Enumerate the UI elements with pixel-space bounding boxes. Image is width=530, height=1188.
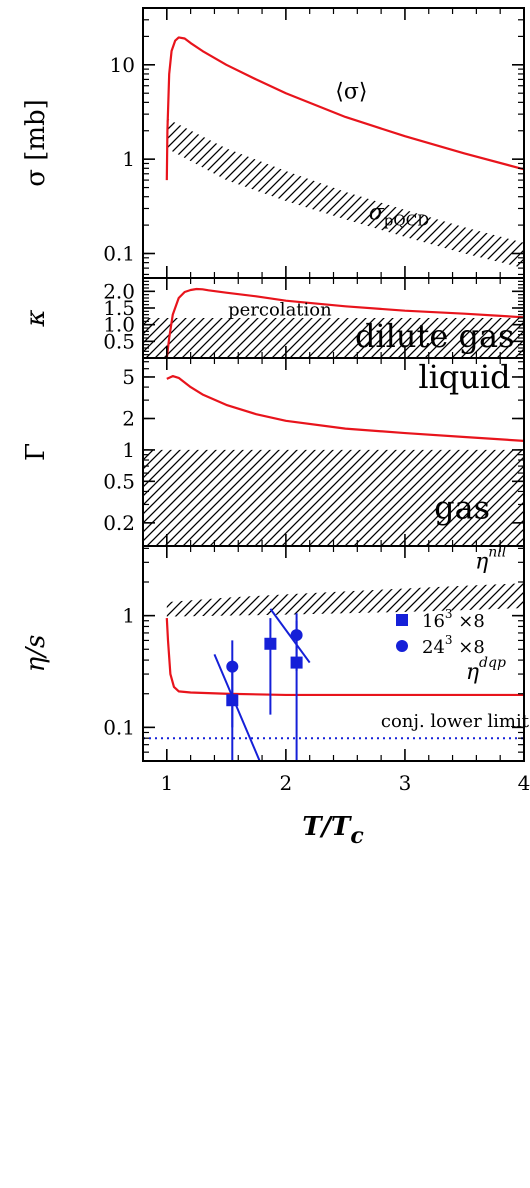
panel-eta_s-hatched-band — [166, 583, 524, 617]
y-tick-label: 1.0 — [103, 313, 135, 337]
y-tick-label: 2 — [122, 407, 135, 431]
panel-eta_s-ylabel: η/s — [21, 635, 51, 673]
panel-eta_s-curve — [165, 618, 524, 697]
y-tick-label: 0.5 — [103, 329, 135, 353]
panel-sigma-ylabel: σ [mb] — [21, 99, 51, 187]
data-point-circle-1 — [290, 629, 303, 642]
panel-kappa-content — [143, 287, 524, 358]
y-tick-label: 1.5 — [103, 296, 135, 320]
panel-gamma-hatched-band — [143, 449, 524, 546]
fit-line-1 — [269, 608, 311, 664]
annotation-sigma-0: ⟨σ⟩ — [335, 79, 367, 104]
annotation-gamma-1: gas — [434, 489, 490, 527]
y-tick-label: 1 — [122, 147, 135, 171]
panel-eta_s-content — [143, 583, 524, 761]
x-tick-label: 2 — [280, 771, 293, 795]
y-tick-label: 0.2 — [103, 511, 135, 535]
data-point-circle-0 — [226, 660, 239, 673]
panel-gamma-ylabel: Γ — [21, 443, 51, 461]
annotation-sigma-1: σpQCD — [369, 200, 429, 229]
annotation-eta_s-0: ηnll — [475, 544, 506, 574]
y-tick-label: 5 — [122, 365, 135, 389]
y-tick-label: 1 — [122, 438, 135, 462]
x-axis-title: T/Tc — [302, 812, 364, 849]
legend-label-0: 163 ×8 — [422, 607, 485, 632]
panel-gamma-curve — [166, 374, 524, 442]
annotation-eta_s-2: conj. lower limit — [381, 711, 530, 732]
y-tick-label: 1 — [122, 604, 135, 628]
y-tick-label: 0.1 — [103, 242, 135, 266]
y-tick-label: 0.5 — [103, 469, 135, 493]
x-tick-label: 1 — [160, 771, 173, 795]
panel-gamma-content — [143, 374, 524, 546]
fit-line-0 — [213, 653, 261, 761]
x-tick-label: 4 — [518, 771, 530, 795]
annotation-gamma-0: liquid — [418, 358, 510, 396]
panel-kappa-ylabel: κ — [21, 309, 51, 327]
legend-marker-circle — [396, 640, 408, 652]
annotation-kappa-1: dilute gas — [355, 317, 515, 355]
legend-marker-square — [396, 614, 408, 626]
annotation-eta_s-1: ηdqp — [466, 655, 506, 685]
panel-sigma-curve — [165, 36, 524, 181]
annotation-kappa-0: percolation — [228, 299, 332, 320]
y-tick-label: 2.0 — [103, 279, 135, 303]
plot-layer — [142, 7, 525, 762]
panel-sigma-content — [165, 36, 524, 269]
y-tick-label: 0.1 — [103, 715, 135, 739]
legend-label-1: 243 ×8 — [422, 633, 485, 658]
y-tick-label: 10 — [110, 53, 135, 77]
panel-kappa-hatched-band — [143, 318, 524, 358]
data-point-square-1 — [264, 637, 277, 650]
x-tick-label: 3 — [399, 771, 412, 795]
panel-sigma-hatched-band — [166, 118, 524, 269]
panel-kappa-curve — [165, 287, 524, 358]
